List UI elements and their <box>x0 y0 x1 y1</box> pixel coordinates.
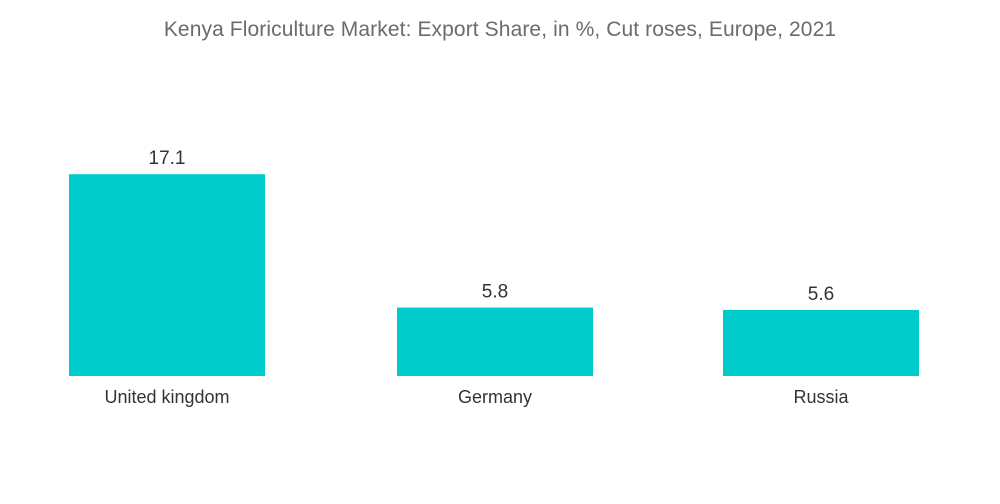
bar-united-kingdom <box>69 174 265 376</box>
bars-group <box>69 174 919 376</box>
value-label: 17.1 <box>149 148 186 169</box>
chart-title: Kenya Floriculture Market: Export Share,… <box>163 18 837 41</box>
category-label: Germany <box>458 387 532 407</box>
value-labels-group: 17.1 5.8 5.6 <box>149 148 835 305</box>
bar-russia <box>723 309 919 376</box>
category-labels-group: United kingdom Germany Russia <box>104 387 849 407</box>
bar-germany <box>397 307 593 376</box>
value-label: 5.8 <box>482 282 508 303</box>
category-label: United kingdom <box>104 387 229 407</box>
category-label: Russia <box>793 387 849 407</box>
value-label: 5.6 <box>808 284 834 305</box>
